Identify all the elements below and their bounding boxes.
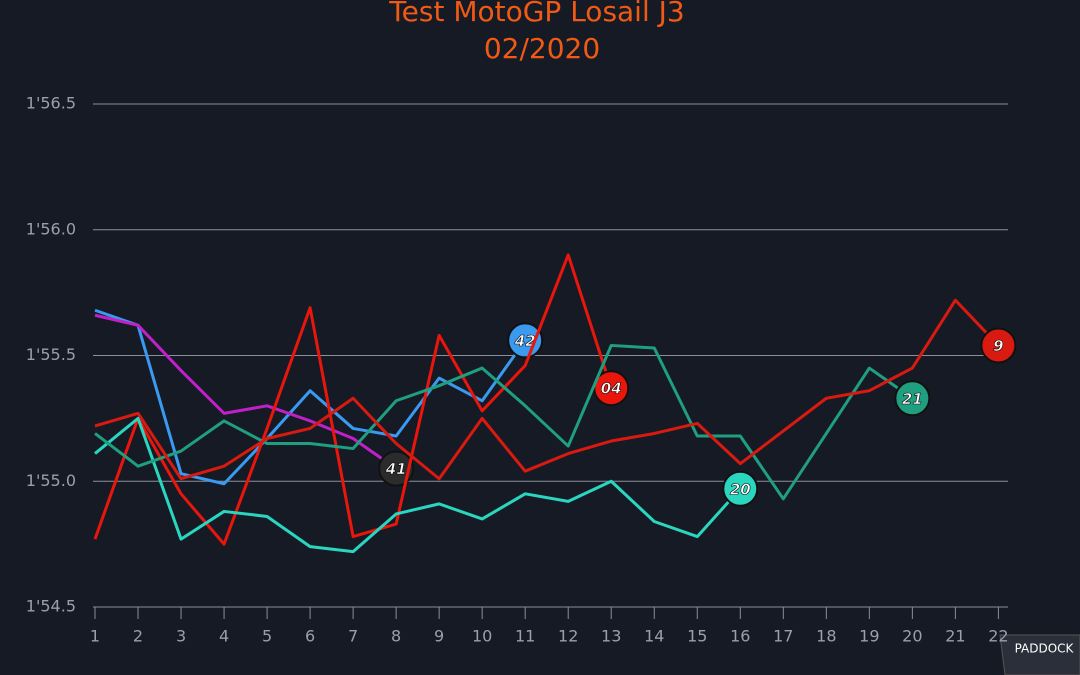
x-tick-label: 9 (434, 627, 444, 646)
x-tick-label: 2 (133, 627, 143, 646)
legend-label: 20 (730, 480, 751, 498)
x-tick-label: 21 (945, 627, 965, 646)
watermark-logo: PADDOCK (999, 634, 1080, 675)
series: 9 (94, 298, 1017, 481)
series: 42 (94, 308, 544, 486)
y-tick-label: 1'55.5 (26, 345, 76, 364)
x-tick-label: 18 (816, 627, 836, 646)
series: 04 (93, 253, 630, 546)
x-tick-label: 20 (902, 627, 922, 646)
y-tick-label: 1'56.5 (26, 94, 76, 113)
x-tick-label: 1 (90, 627, 100, 646)
x-tick-label: 14 (644, 627, 664, 646)
legend-label: 9 (993, 337, 1003, 355)
series-line (94, 416, 742, 554)
x-tick-label: 12 (558, 627, 578, 646)
x-tick-label: 6 (305, 627, 315, 646)
series-line (94, 308, 527, 486)
legend-label: 42 (514, 332, 536, 350)
x-tick-label: 7 (348, 627, 358, 646)
rider-badge (378, 450, 415, 487)
series: 20 (94, 416, 759, 554)
rider-badge (980, 327, 1017, 364)
x-tick-label: 10 (472, 627, 492, 646)
x-tick-label: 5 (262, 627, 272, 646)
x-tick-label: 22 (988, 627, 1008, 646)
series-line (94, 343, 914, 501)
x-tick-label: 15 (687, 627, 707, 646)
x-tick-label: 3 (176, 627, 186, 646)
y-tick-label: 1'56.0 (26, 219, 76, 238)
chart-subtitle: 02/2020 (484, 32, 600, 65)
chart-title: Test MotoGP Losail J3 (388, 0, 684, 28)
series-line (94, 313, 397, 470)
x-tick-label: 13 (601, 627, 621, 646)
series-line (94, 298, 1000, 481)
legend-label: 21 (902, 390, 923, 408)
logo-shape (999, 634, 1080, 675)
y-tick-label: 1'54.5 (26, 597, 76, 616)
series: 41 (94, 313, 415, 487)
rider-badge (507, 322, 544, 359)
x-tick-label: 8 (391, 627, 401, 646)
y-tick-label: 1'55.0 (26, 471, 76, 490)
series: 21 (94, 343, 931, 501)
x-tick-label: 17 (773, 627, 793, 646)
x-tick-label: 4 (219, 627, 229, 646)
x-tick-label: 11 (515, 627, 535, 646)
series-line (93, 253, 613, 546)
legend-label: 04 (601, 380, 622, 398)
legend-label: 41 (385, 460, 407, 478)
rider-badge (894, 380, 931, 417)
x-tick-label: 16 (730, 627, 750, 646)
rider-badge (722, 470, 759, 507)
logo-text: PADDOCK (1015, 642, 1075, 656)
x-tick-label: 19 (859, 627, 879, 646)
